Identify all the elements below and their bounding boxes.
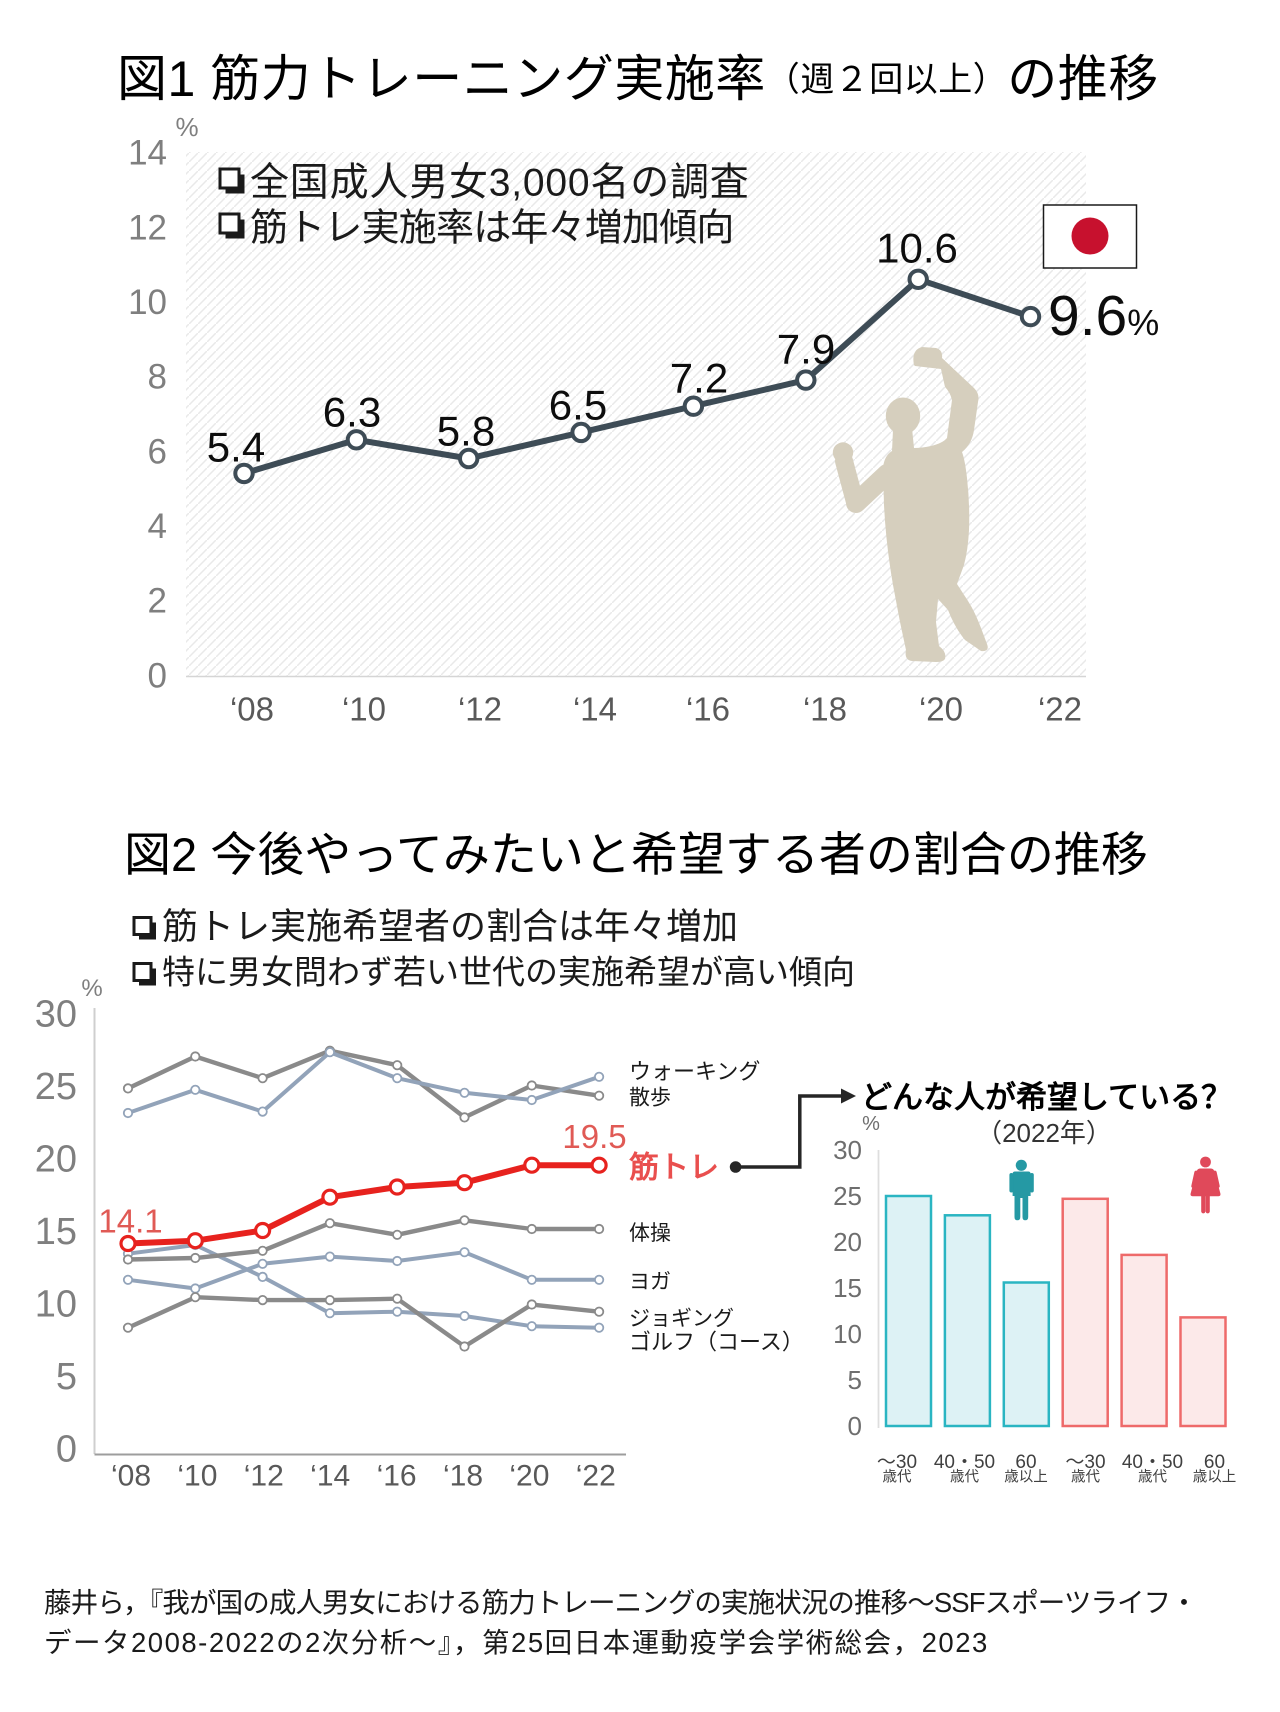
svg-text:図2 今後やってみたいと希望する者の割合の推移: 図2 今後やってみたいと希望する者の割合の推移 <box>124 828 1148 881</box>
svg-text:‘18: ‘18 <box>443 1460 483 1493</box>
svg-text:7.2: 7.2 <box>670 355 728 402</box>
svg-text:6.3: 6.3 <box>323 389 381 436</box>
svg-text:‘12: ‘12 <box>244 1460 284 1493</box>
svg-text:5.8: 5.8 <box>437 408 495 455</box>
svg-text:筋トレ: 筋トレ <box>629 1152 719 1185</box>
svg-text:ヨガ: ヨガ <box>629 1270 671 1293</box>
svg-text:ゴルフ（コース）: ゴルフ（コース） <box>629 1330 804 1355</box>
svg-text:‘14: ‘14 <box>573 691 617 728</box>
svg-text:7.9: 7.9 <box>777 326 835 373</box>
svg-text:‘22: ‘22 <box>576 1460 616 1493</box>
svg-text:0: 0 <box>148 656 167 695</box>
svg-text:%: % <box>175 112 198 142</box>
svg-text:‘20: ‘20 <box>509 1460 549 1493</box>
svg-text:20: 20 <box>833 1227 862 1257</box>
svg-text:‘14: ‘14 <box>310 1460 350 1493</box>
svg-text:10: 10 <box>35 1283 77 1325</box>
svg-text:10.6: 10.6 <box>876 225 958 272</box>
svg-text:歳以上: 歳以上 <box>1193 1469 1237 1486</box>
svg-text:15: 15 <box>35 1211 77 1253</box>
svg-text:40・50: 40・50 <box>1122 1452 1183 1473</box>
svg-text:30: 30 <box>833 1135 862 1165</box>
svg-text:8: 8 <box>148 358 167 397</box>
svg-text:全国成人男女3,000名の調査: 全国成人男女3,000名の調査 <box>250 162 750 205</box>
svg-text:データ2008-2022の2次分析～』，第25回日本運動疫学: データ2008-2022の2次分析～』，第25回日本運動疫学会学術総会，2023 <box>44 1627 989 1658</box>
svg-text:‘10: ‘10 <box>342 691 386 728</box>
svg-text:12: 12 <box>128 208 167 247</box>
svg-text:どんな人が希望している？: どんな人が希望している？ <box>861 1080 1232 1115</box>
svg-text:5: 5 <box>848 1365 862 1395</box>
svg-text:2: 2 <box>148 582 167 621</box>
svg-text:0: 0 <box>56 1428 77 1470</box>
svg-text:19.5: 19.5 <box>562 1118 626 1155</box>
svg-text:40・50: 40・50 <box>934 1452 995 1473</box>
svg-text:0: 0 <box>848 1411 862 1441</box>
svg-text:‘08: ‘08 <box>111 1460 151 1493</box>
svg-text:歳代: 歳代 <box>1138 1469 1167 1486</box>
svg-text:筋トレ実施希望者の割合は年々増加: 筋トレ実施希望者の割合は年々増加 <box>162 906 738 947</box>
svg-text:散歩: 散歩 <box>629 1086 671 1109</box>
svg-text:‘16: ‘16 <box>377 1460 417 1493</box>
svg-text:60: 60 <box>1204 1452 1225 1473</box>
svg-text:‘08: ‘08 <box>230 691 274 728</box>
svg-text:4: 4 <box>148 507 167 546</box>
svg-text:ジョギング: ジョギング <box>629 1307 734 1330</box>
svg-text:図1 筋力トレーニング実施率（週２回以上）の推移: 図1 筋力トレーニング実施率（週２回以上）の推移 <box>117 51 1159 107</box>
svg-text:30: 30 <box>35 993 77 1035</box>
svg-text:～30: ～30 <box>877 1452 917 1473</box>
svg-text:ウォーキング: ウォーキング <box>629 1059 760 1084</box>
svg-text:‘16: ‘16 <box>686 691 730 728</box>
svg-text:20: 20 <box>35 1138 77 1180</box>
svg-text:歳代: 歳代 <box>883 1469 912 1486</box>
svg-text:15: 15 <box>833 1273 862 1303</box>
svg-text:25: 25 <box>35 1066 77 1108</box>
svg-text:（2022年）: （2022年） <box>976 1118 1112 1148</box>
svg-text:‘12: ‘12 <box>458 691 502 728</box>
svg-text:‘20: ‘20 <box>919 691 963 728</box>
svg-text:6.5: 6.5 <box>549 382 607 429</box>
svg-text:歳代: 歳代 <box>1071 1469 1100 1486</box>
svg-text:歳代: 歳代 <box>950 1469 979 1486</box>
svg-text:藤井ら，『我が国の成人男女における筋力トレーニングの実施状況: 藤井ら，『我が国の成人男女における筋力トレーニングの実施状況の推移～SSFスポー… <box>44 1587 1197 1618</box>
svg-text:筋トレ実施率は年々増加傾向: 筋トレ実施率は年々増加傾向 <box>250 207 734 249</box>
svg-text:%: % <box>862 1113 880 1135</box>
svg-text:‘18: ‘18 <box>803 691 847 728</box>
svg-text:25: 25 <box>833 1181 862 1211</box>
svg-text:6: 6 <box>148 432 167 471</box>
svg-text:14.1: 14.1 <box>98 1203 162 1240</box>
svg-text:‘22: ‘22 <box>1038 691 1082 728</box>
svg-text:歳以上: 歳以上 <box>1004 1469 1048 1486</box>
svg-text:%: % <box>81 975 102 1002</box>
svg-text:～30: ～30 <box>1065 1452 1105 1473</box>
svg-text:14: 14 <box>128 134 167 173</box>
svg-text:‘10: ‘10 <box>177 1460 217 1493</box>
svg-text:5: 5 <box>56 1356 77 1398</box>
svg-text:5.4: 5.4 <box>207 424 265 471</box>
svg-text:特に男女問わず若い世代の実施希望が高い傾向: 特に男女問わず若い世代の実施希望が高い傾向 <box>162 954 855 991</box>
svg-text:10: 10 <box>128 283 167 322</box>
svg-text:10: 10 <box>833 1319 862 1349</box>
svg-text:体操: 体操 <box>629 1222 671 1245</box>
svg-text:60: 60 <box>1015 1452 1036 1473</box>
